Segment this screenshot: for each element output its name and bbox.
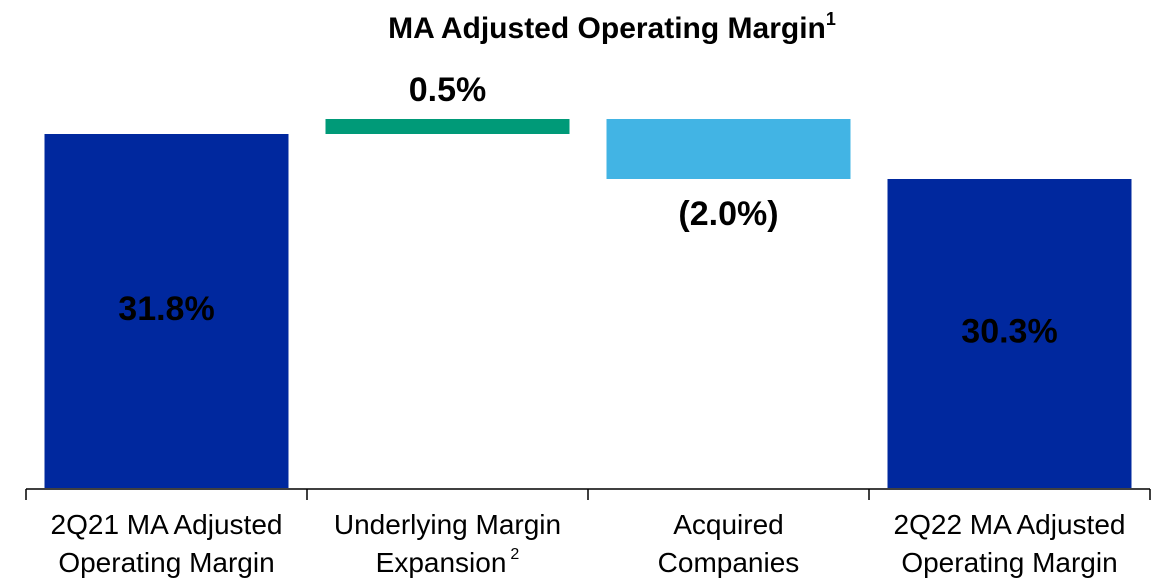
x-tick-label: Expansion 2: [376, 546, 520, 578]
x-tick-label-line: 2Q22 MA Adjusted: [894, 509, 1126, 540]
x-tick-label: Underlying Margin: [334, 509, 561, 540]
bar: [606, 119, 851, 179]
value-label: (2.0%): [678, 195, 778, 233]
footnote-ref: 2: [510, 546, 519, 563]
x-tick-label: Operating Margin: [901, 547, 1117, 578]
x-tick-label-line: Expansion: [376, 547, 507, 578]
x-tick-label: 2Q22 MA Adjusted: [894, 509, 1126, 540]
x-tick-label-line: Acquired: [673, 509, 784, 540]
x-tick-label-line: Companies: [658, 547, 800, 578]
bar: [325, 119, 570, 134]
x-tick-label: 2Q21 MA Adjusted: [51, 509, 283, 540]
chart-title: MA Adjusted Operating Margin1: [388, 9, 836, 45]
bar: [887, 179, 1132, 488]
x-tick-label-line: Operating Margin: [58, 547, 274, 578]
value-label: 31.8%: [118, 290, 214, 328]
title-note: 1: [826, 9, 836, 29]
x-tick-label-line: Operating Margin: [901, 547, 1117, 578]
title-text: MA Adjusted Operating Margin: [388, 12, 826, 45]
value-label: 30.3%: [961, 312, 1057, 350]
x-tick-label: Companies: [658, 547, 800, 578]
x-tick-label: Acquired: [673, 509, 784, 540]
x-tick-label: Operating Margin: [58, 547, 274, 578]
x-tick-label-line: Underlying Margin: [334, 509, 561, 540]
x-tick-label-line: 2Q21 MA Adjusted: [51, 509, 283, 540]
value-label: 0.5%: [409, 71, 487, 109]
bar: [44, 134, 289, 488]
